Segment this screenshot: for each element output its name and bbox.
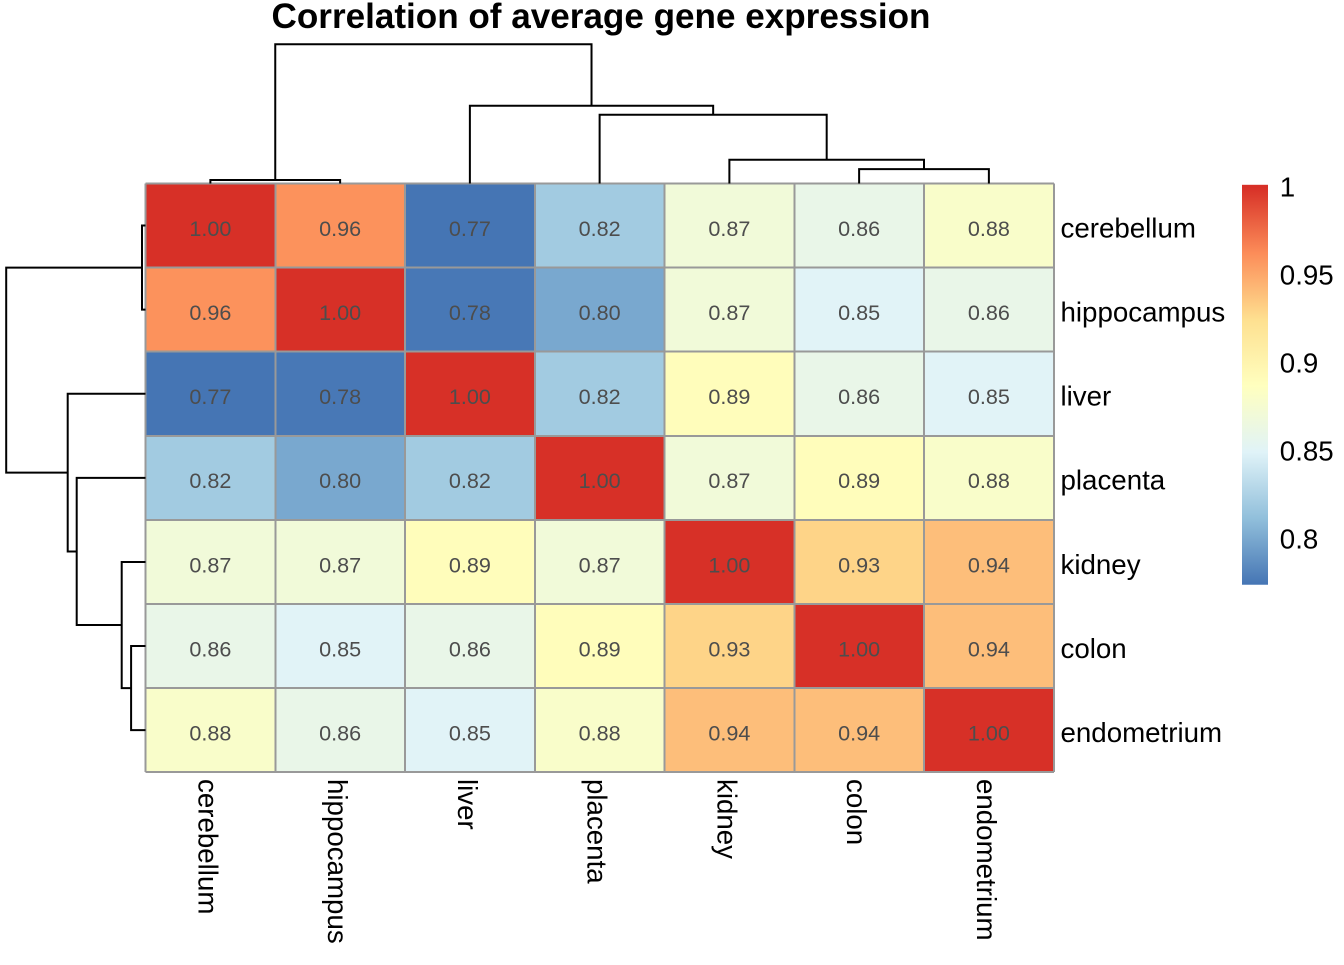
svg-text:0.86: 0.86 <box>838 384 880 409</box>
svg-text:0.82: 0.82 <box>449 468 491 493</box>
svg-text:0.80: 0.80 <box>319 468 361 493</box>
svg-text:1.00: 1.00 <box>838 636 880 661</box>
svg-text:Correlation of average gene ex: Correlation of average gene expression <box>272 0 931 36</box>
svg-text:0.94: 0.94 <box>838 721 880 746</box>
svg-text:0.87: 0.87 <box>319 552 361 577</box>
svg-text:0.85: 0.85 <box>968 384 1010 409</box>
svg-text:0.78: 0.78 <box>319 384 361 409</box>
svg-text:0.89: 0.89 <box>838 468 880 493</box>
svg-text:0.86: 0.86 <box>449 636 491 661</box>
svg-text:0.9: 0.9 <box>1280 348 1319 379</box>
svg-text:kidney: kidney <box>711 779 742 859</box>
svg-text:0.96: 0.96 <box>189 300 231 325</box>
svg-text:endometrium: endometrium <box>1061 717 1223 748</box>
svg-text:0.95: 0.95 <box>1280 260 1334 291</box>
svg-text:colon: colon <box>1061 633 1127 664</box>
svg-text:0.94: 0.94 <box>708 721 750 746</box>
svg-text:0.77: 0.77 <box>189 384 231 409</box>
svg-text:0.85: 0.85 <box>838 300 880 325</box>
svg-text:liver: liver <box>452 779 483 830</box>
svg-text:0.87: 0.87 <box>189 552 231 577</box>
svg-text:1: 1 <box>1280 172 1295 203</box>
svg-text:0.86: 0.86 <box>968 300 1010 325</box>
svg-text:0.89: 0.89 <box>708 384 750 409</box>
svg-text:placenta: placenta <box>1061 465 1166 496</box>
svg-text:0.94: 0.94 <box>968 552 1010 577</box>
svg-text:0.88: 0.88 <box>968 216 1010 241</box>
svg-text:hippocampus: hippocampus <box>1061 297 1226 328</box>
svg-text:0.89: 0.89 <box>449 552 491 577</box>
svg-text:0.77: 0.77 <box>449 216 491 241</box>
svg-text:0.87: 0.87 <box>708 468 750 493</box>
svg-text:0.86: 0.86 <box>319 721 361 746</box>
svg-text:1.00: 1.00 <box>968 721 1010 746</box>
svg-text:0.86: 0.86 <box>838 216 880 241</box>
svg-text:0.87: 0.87 <box>579 552 621 577</box>
svg-text:colon: colon <box>841 779 872 845</box>
svg-text:0.93: 0.93 <box>708 636 750 661</box>
svg-text:0.78: 0.78 <box>449 300 491 325</box>
svg-text:0.87: 0.87 <box>708 216 750 241</box>
svg-text:hippocampus: hippocampus <box>322 779 353 944</box>
svg-text:1.00: 1.00 <box>449 384 491 409</box>
svg-text:cerebellum: cerebellum <box>192 779 223 914</box>
svg-text:0.85: 0.85 <box>319 636 361 661</box>
svg-text:0.82: 0.82 <box>189 468 231 493</box>
svg-text:0.82: 0.82 <box>579 384 621 409</box>
svg-text:endometrium: endometrium <box>971 779 1002 941</box>
svg-text:0.93: 0.93 <box>838 552 880 577</box>
svg-text:0.85: 0.85 <box>449 721 491 746</box>
svg-text:1.00: 1.00 <box>579 468 621 493</box>
svg-text:placenta: placenta <box>582 779 613 884</box>
svg-text:0.89: 0.89 <box>579 636 621 661</box>
svg-text:0.88: 0.88 <box>579 721 621 746</box>
svg-text:liver: liver <box>1061 381 1112 412</box>
svg-text:0.86: 0.86 <box>189 636 231 661</box>
svg-text:0.96: 0.96 <box>319 216 361 241</box>
svg-text:1.00: 1.00 <box>189 216 231 241</box>
svg-text:0.82: 0.82 <box>579 216 621 241</box>
svg-text:kidney: kidney <box>1061 549 1141 580</box>
svg-text:cerebellum: cerebellum <box>1061 213 1196 244</box>
svg-text:0.85: 0.85 <box>1280 436 1334 467</box>
svg-text:0.8: 0.8 <box>1280 523 1319 554</box>
svg-text:0.80: 0.80 <box>579 300 621 325</box>
svg-text:0.87: 0.87 <box>708 300 750 325</box>
svg-text:1.00: 1.00 <box>319 300 361 325</box>
svg-text:0.94: 0.94 <box>968 636 1010 661</box>
svg-text:1.00: 1.00 <box>708 552 750 577</box>
svg-text:0.88: 0.88 <box>189 721 231 746</box>
svg-text:0.88: 0.88 <box>968 468 1010 493</box>
